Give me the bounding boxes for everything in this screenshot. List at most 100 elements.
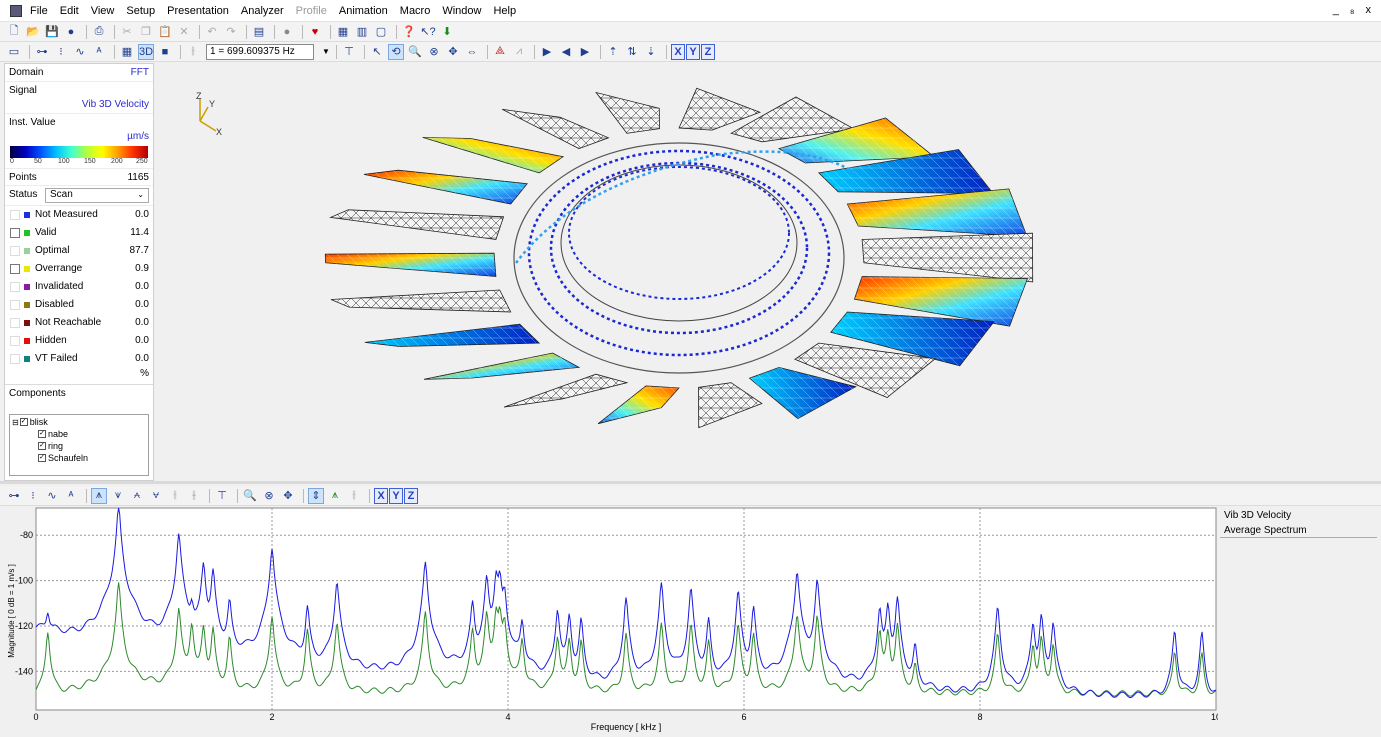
filter-icon[interactable]: ⊤	[344, 46, 354, 58]
axis-z-button[interactable]: Z	[701, 43, 715, 60]
status-legend-row[interactable]: Disabled 0.0	[5, 296, 153, 314]
menu-file[interactable]: File	[30, 4, 48, 17]
window-icon[interactable]: ▢	[375, 26, 387, 38]
legend-checkbox[interactable]	[10, 246, 20, 256]
rotate-icon[interactable]: ⟲	[388, 43, 404, 60]
3d-view-canvas[interactable]: Z Y X	[156, 63, 1377, 481]
paste-icon[interactable]: 📋	[158, 26, 172, 38]
inst-value-unit[interactable]: µm/s	[127, 131, 149, 142]
save-icon[interactable]: 💾	[45, 26, 59, 38]
status-legend-row[interactable]: Hidden 0.0	[5, 332, 153, 350]
redo-icon[interactable]: ↷	[226, 26, 236, 38]
status-legend-row[interactable]: Valid 11.4	[5, 224, 153, 242]
average-icon[interactable]: ∿	[75, 46, 85, 58]
new-icon[interactable]: 🗋	[9, 25, 19, 37]
play-icon[interactable]: ▶	[542, 46, 552, 58]
frequency-select-arrow-icon[interactable]: ▼	[322, 47, 330, 56]
signal-icon[interactable]: ᴬ	[68, 489, 74, 502]
zoom-reset-icon[interactable]: ⊗	[429, 46, 439, 58]
legend-checkbox[interactable]	[10, 210, 20, 220]
status-select[interactable]: Scan ⌄	[45, 188, 149, 203]
context-help-icon[interactable]: ↖?	[420, 26, 436, 38]
legend-checkbox[interactable]	[10, 228, 20, 238]
spectrum-chart[interactable]: 0 2 4 6 8 10 -80 -100 -120 -140 Frequency [ kHz …	[4, 506, 1221, 734]
pan-icon[interactable]: ✥	[448, 46, 458, 58]
menu-profile[interactable]: Profile	[295, 4, 327, 17]
link-icon[interactable]: ⊶	[8, 490, 20, 502]
triangulate-icon[interactable]: ⟁	[495, 45, 505, 57]
tree-node-schaufeln[interactable]: ✓ Schaufeln	[38, 453, 88, 463]
grid-icon[interactable]: ▦	[121, 46, 133, 58]
cursor-single-icon[interactable]: ⩚	[91, 487, 107, 504]
checkbox-checked-icon[interactable]: ✓	[38, 442, 46, 450]
open-icon[interactable]: 📂	[26, 26, 40, 38]
status-legend-row[interactable]: Not Measured 0.0	[5, 206, 153, 224]
legend-checkbox[interactable]	[10, 264, 20, 274]
menu-macro[interactable]: Macro	[399, 4, 431, 17]
status-legend-row[interactable]: Optimal 87.7	[5, 242, 153, 260]
blisk-3d-model[interactable]: Z Y X	[156, 63, 1377, 481]
app-icon[interactable]	[10, 4, 22, 17]
cursor-harmonic-icon[interactable]: ⩛	[114, 489, 122, 501]
legend-checkbox[interactable]	[10, 300, 20, 310]
status-legend-row[interactable]: Not Reachable 0.0	[5, 314, 153, 332]
sort-up-icon[interactable]: ⇡	[608, 46, 618, 58]
copy-icon[interactable]: ❐	[141, 26, 151, 38]
link-icon[interactable]: ⊶	[36, 46, 48, 58]
menu-presentation[interactable]: Presentation	[167, 4, 229, 17]
frequency-select[interactable]: 1 = 699.609375 Hz	[206, 43, 314, 60]
print-icon[interactable]: ⎙	[94, 25, 104, 37]
tree-node-ring[interactable]: ✓ ring	[38, 441, 63, 451]
checkbox-checked-icon[interactable]: ✓	[38, 430, 46, 438]
menu-window[interactable]: Window	[442, 4, 482, 17]
measure-icon[interactable]: ▤	[253, 26, 265, 38]
tree-node-blisk[interactable]: ⊟ ✓ blisk	[12, 417, 48, 427]
checkbox-checked-icon[interactable]: ✓	[38, 454, 46, 462]
average-icon[interactable]: ∿	[47, 490, 57, 502]
peak-find-icon[interactable]: ⩚	[331, 489, 339, 501]
signal-icon[interactable]: ᴬ	[96, 45, 102, 58]
layout-icon[interactable]: ▭	[8, 46, 20, 58]
colormap-icon[interactable]: ■	[161, 45, 169, 58]
points-icon[interactable]: ⁝	[59, 46, 63, 58]
legend-checkbox[interactable]	[10, 282, 20, 292]
cursor-lock-icon[interactable]: ⫲	[352, 489, 356, 501]
cursor-multi-icon[interactable]: ⩝	[152, 489, 160, 501]
checkbox-checked-icon[interactable]: ✓	[19, 418, 28, 426]
undo-icon[interactable]: ↶	[207, 26, 217, 38]
zoom-icon[interactable]: 🔍	[243, 490, 257, 502]
signal-value[interactable]: Vib 3D Velocity	[81, 99, 149, 110]
marker-icon[interactable]: ♥	[311, 25, 319, 38]
cut-icon[interactable]: ✂	[122, 26, 132, 38]
axis-x-button[interactable]: X	[671, 43, 685, 60]
pan-icon[interactable]: ✥	[283, 490, 293, 502]
status-legend-row[interactable]: Invalidated 0.0	[5, 278, 153, 296]
help-icon[interactable]: ❓	[402, 26, 416, 38]
zoom-icon[interactable]: 🔍	[408, 46, 422, 58]
window-controls[interactable]: _ ₈ x	[1332, 4, 1375, 16]
plot-area[interactable]	[35, 507, 1217, 711]
tree-node-nabe[interactable]: ✓ nabe	[38, 429, 68, 439]
spectrum-plot[interactable]: 0 2 4 6 8 10 -80 -100 -120 -140 Frequency [ kHz …	[4, 506, 1221, 734]
autoscale-icon[interactable]: ⇕	[308, 487, 324, 504]
axis-x-button[interactable]: X	[374, 487, 388, 504]
record-icon[interactable]: ●	[283, 25, 291, 38]
split-icon[interactable]: ▥	[356, 26, 368, 38]
axis-z-button[interactable]: Z	[404, 487, 418, 504]
sort-both-icon[interactable]: ⇅	[627, 46, 637, 58]
menu-help[interactable]: Help	[493, 4, 517, 17]
tile-icon[interactable]: ▦	[337, 26, 349, 38]
delete-icon[interactable]: ✕	[179, 26, 189, 38]
menu-edit[interactable]: Edit	[59, 4, 79, 17]
status-legend-row[interactable]: VT Failed 0.0	[5, 350, 153, 368]
menu-analyzer[interactable]: Analyzer	[240, 4, 284, 17]
sort-down-icon[interactable]: ⇣	[646, 46, 656, 58]
legend-checkbox[interactable]	[10, 318, 20, 328]
step-back-icon[interactable]: ◀	[561, 46, 571, 58]
pane-splitter[interactable]	[0, 481, 1381, 484]
cursor-peak-icon[interactable]: ⫳	[191, 489, 197, 501]
points-icon[interactable]: ⁝	[31, 490, 35, 502]
domain-value[interactable]: FFT	[130, 67, 149, 78]
axis-y-button[interactable]: Y	[686, 43, 700, 60]
cursor-sideband-icon[interactable]: ⫲	[173, 489, 177, 501]
